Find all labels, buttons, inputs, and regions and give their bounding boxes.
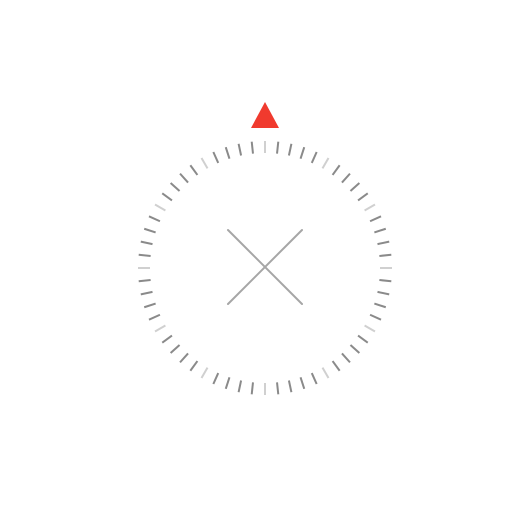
compass-tick [140,240,153,246]
compass-tick [341,172,351,184]
compass-tick [310,151,318,164]
compass-tick [189,164,199,176]
compass-tick [212,151,220,164]
compass-tick [299,377,306,390]
compass-tick [148,215,161,223]
compass-tick [138,253,151,257]
close-x-icon[interactable] [227,229,303,305]
compass-tick [237,143,243,156]
compass-tick [357,192,369,202]
compass-tick [169,182,181,192]
compass-tick [349,344,361,354]
compass-tick [143,302,156,309]
compass-tick [179,352,189,364]
compass-tick [154,203,166,212]
compass-tick [310,372,318,385]
compass-tick [179,172,189,184]
compass-tick [224,146,231,159]
compass-tick [379,279,392,283]
compass-tick [169,344,181,354]
compass-tick [161,334,173,344]
compass-tick [379,253,392,257]
north-triangle-icon [251,102,279,128]
compass-tick [287,143,293,156]
compass-tick [369,313,382,321]
compass-tick [189,360,199,372]
compass-tick [148,313,161,321]
compass-tick [377,290,390,296]
compass-tick [143,227,156,234]
compass-tick [250,382,254,395]
compass-tick [341,352,351,364]
compass-tick [331,360,341,372]
compass-tick [154,324,166,333]
compass-tick [374,302,387,309]
compass-tick [321,367,330,379]
compass-tick [299,146,306,159]
compass-tick [200,367,209,379]
compass-tick [364,324,376,333]
compass-tick [357,334,369,344]
compass-tick [287,380,293,393]
compass-tick [321,157,330,169]
compass-tick [331,164,341,176]
compass-tick [276,141,280,154]
compass-tick [138,279,151,283]
compass-tick [377,240,390,246]
compass-tick [237,380,243,393]
compass-tick [364,203,376,212]
compass-tick [200,157,209,169]
compass-tick [161,192,173,202]
compass-tick [276,382,280,395]
compass-tick [224,377,231,390]
compass-tick [374,227,387,234]
compass-tick [369,215,382,223]
compass-tick [212,372,220,385]
compass-tick [349,182,361,192]
compass-tick [140,290,153,296]
compass-ticks [138,141,392,395]
compass-tick [250,141,254,154]
